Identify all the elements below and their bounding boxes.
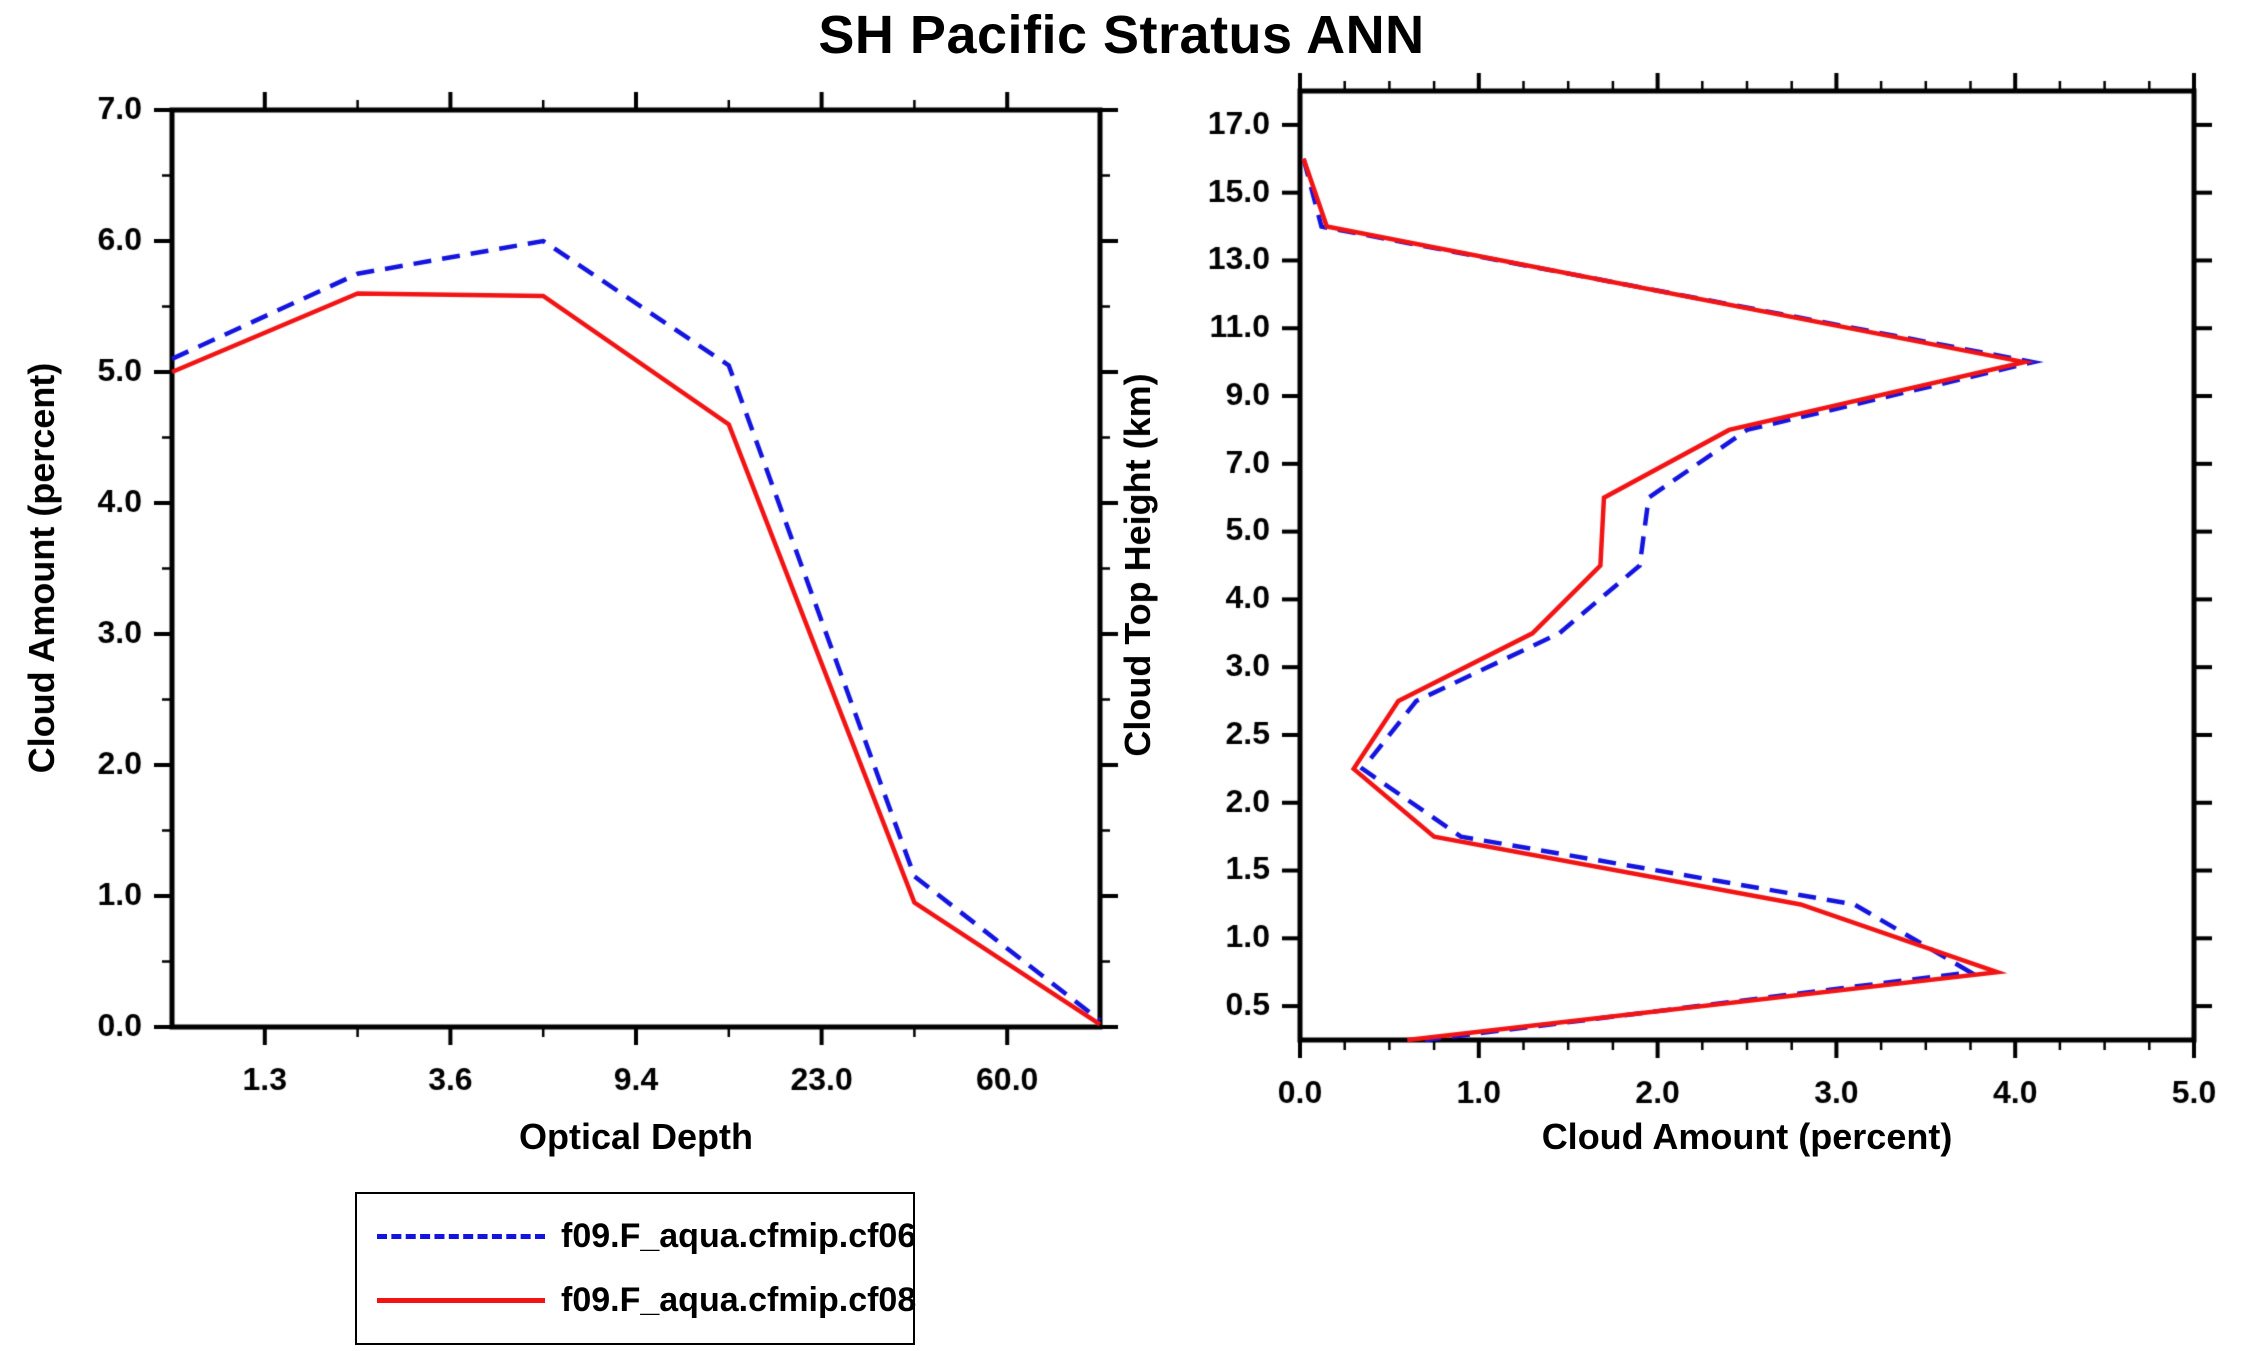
legend-item: f09.F_aqua.cfmip.cf06 — [357, 1216, 917, 1256]
chart-title: SH Pacific Stratus ANN — [818, 5, 1425, 65]
legend-swatch — [377, 1233, 545, 1239]
legend-swatch — [377, 1298, 545, 1304]
legend-label: f09.F_aqua.cfmip.cf08 — [561, 1281, 917, 1320]
left-x-axis-label: Optical Depth — [518, 1116, 754, 1157]
left-y-axis-label: Cloud Amount (percent) — [21, 362, 62, 774]
legend-item: f09.F_aqua.cfmip.cf08 — [357, 1281, 917, 1320]
legend-label: f09.F_aqua.cfmip.cf06 — [561, 1216, 917, 1255]
legend: f09.F_aqua.cfmip.cf06 f09.F_aqua.cfmip.c… — [355, 1192, 917, 1345]
right-y-axis-label: Cloud Top Height (km) — [1117, 373, 1158, 757]
right-x-axis-label: Cloud Amount (percent) — [1541, 1116, 1953, 1157]
